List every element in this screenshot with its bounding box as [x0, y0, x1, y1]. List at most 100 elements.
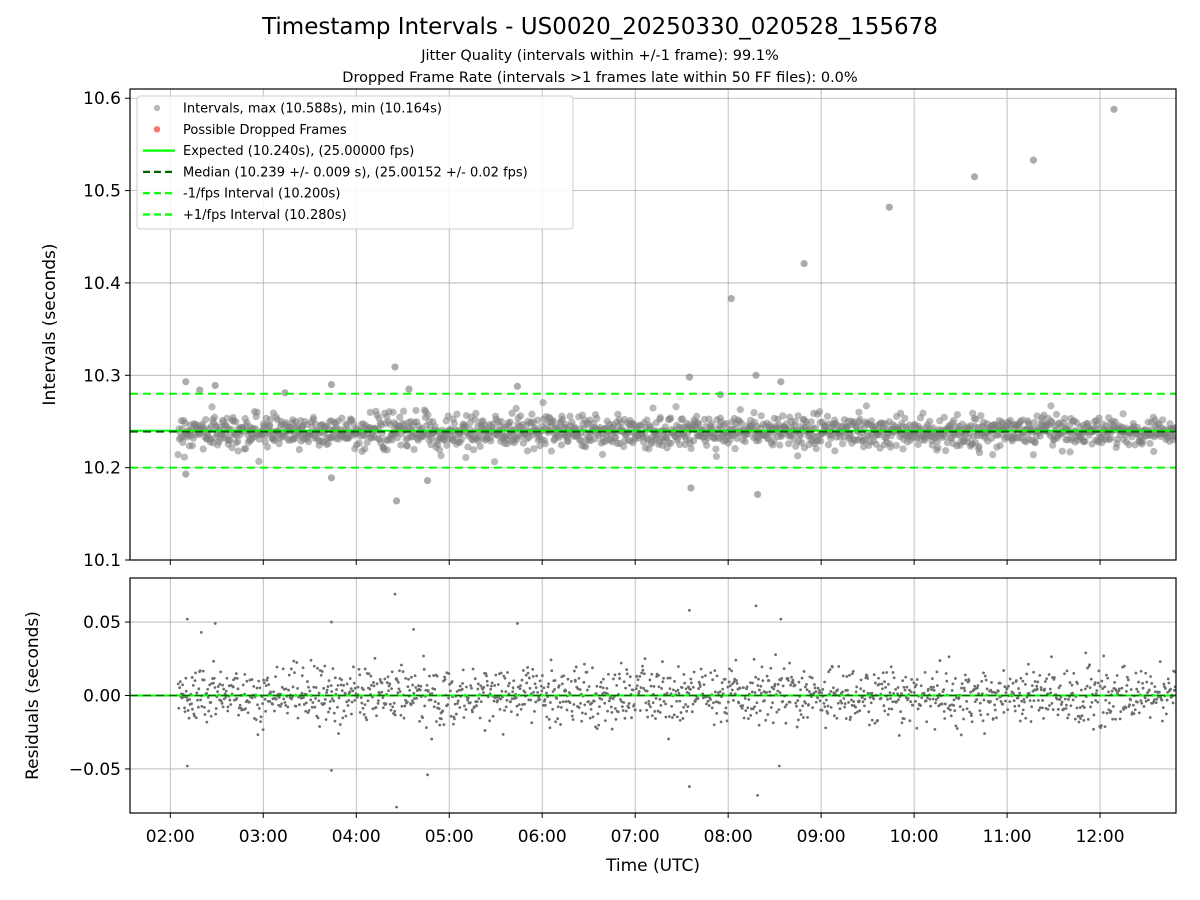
- interval-point: [295, 445, 303, 454]
- residual-point: [284, 703, 288, 707]
- residual-point: [1099, 724, 1103, 727]
- residual-point: [254, 718, 258, 722]
- residual-point: [206, 687, 210, 691]
- interval-point: [457, 435, 466, 443]
- residual-point: [302, 702, 306, 706]
- residual-point: [1089, 705, 1092, 709]
- interval-point: [487, 437, 495, 445]
- residual-point: [1067, 713, 1071, 717]
- interval-point: [391, 363, 399, 371]
- residual-point: [377, 699, 380, 703]
- residual-point: [618, 698, 622, 701]
- residual-point: [442, 723, 446, 727]
- residual-point: [747, 698, 751, 701]
- residual-point: [519, 707, 523, 711]
- residual-point: [729, 692, 733, 695]
- residual-point: [307, 685, 310, 689]
- residual-point: [753, 705, 757, 709]
- residual-point: [698, 685, 702, 688]
- residual-point: [345, 700, 349, 704]
- residual-point: [1082, 718, 1086, 722]
- residual-point: [934, 701, 937, 705]
- residual-point: [1096, 681, 1100, 685]
- residual-point: [396, 680, 400, 684]
- residual-point: [632, 703, 636, 706]
- residual-point: [852, 700, 856, 703]
- residual-point: [872, 697, 876, 701]
- residual-point: [233, 676, 237, 680]
- interval-point: [1081, 437, 1089, 445]
- residual-point: [732, 680, 736, 684]
- residual-point: [556, 705, 560, 709]
- interval-point: [517, 412, 525, 420]
- residual-point: [224, 689, 228, 693]
- residual-point: [954, 677, 957, 680]
- residual-point: [671, 716, 674, 720]
- residual-point: [390, 687, 393, 691]
- residual-point: [358, 673, 362, 677]
- residual-point: [606, 709, 609, 713]
- interval-point: [1150, 447, 1158, 456]
- residual-point: [652, 684, 656, 688]
- residual-point: [527, 676, 531, 680]
- residual-point: [659, 703, 663, 707]
- residual-point: [821, 687, 825, 691]
- residual-point: [1058, 698, 1062, 701]
- residual-point: [1076, 682, 1079, 685]
- residual-point: [283, 701, 287, 704]
- residual-point: [534, 700, 538, 704]
- residual-point: [883, 709, 887, 713]
- residual-point: [1120, 686, 1124, 690]
- residual-point: [773, 682, 777, 686]
- residual-point: [578, 688, 582, 691]
- residual-point: [550, 669, 554, 673]
- residual-point: [219, 699, 223, 703]
- interval-point: [899, 445, 907, 453]
- residual-point: [330, 690, 334, 693]
- interval-point: [727, 295, 735, 303]
- residual-point: [397, 687, 401, 691]
- residual-point: [679, 711, 683, 714]
- residual-point: [962, 686, 966, 690]
- residual-point: [1096, 700, 1100, 704]
- residual-point: [1030, 705, 1034, 709]
- residual-point: [1056, 713, 1060, 717]
- residual-point: [220, 701, 224, 705]
- residual-point: [616, 710, 620, 714]
- residual-point: [689, 681, 693, 685]
- residual-point: [690, 710, 694, 714]
- residual-point: [375, 682, 379, 686]
- residual-point: [1025, 672, 1029, 676]
- residual-point: [274, 675, 277, 678]
- residual-point: [443, 675, 446, 679]
- residual-point: [279, 704, 282, 708]
- residual-point: [504, 690, 508, 694]
- residual-point: [761, 679, 765, 683]
- residual-point: [534, 686, 538, 690]
- residual-point: [1141, 681, 1144, 685]
- residual-point: [963, 673, 967, 677]
- residual-point: [574, 665, 578, 669]
- interval-point: [338, 414, 346, 422]
- interval-point: [689, 437, 698, 445]
- residual-point: [310, 705, 314, 709]
- interval-point: [557, 441, 566, 449]
- residual-point: [453, 702, 457, 706]
- residual-point: [561, 700, 565, 704]
- residual-point: [868, 696, 872, 699]
- residual-point: [638, 674, 642, 678]
- interval-point: [1125, 441, 1133, 449]
- residual-point: [850, 703, 854, 707]
- residual-point: [814, 700, 818, 704]
- residual-point: [333, 676, 337, 680]
- interval-point: [708, 420, 716, 428]
- residual-point: [948, 708, 952, 712]
- residual-point: [295, 661, 299, 664]
- residual-point: [994, 691, 998, 695]
- residual-point: [1094, 698, 1097, 702]
- residual-point: [1071, 698, 1075, 702]
- residual-point: [1030, 684, 1034, 688]
- residual-point: [715, 711, 719, 715]
- residual-point: [638, 709, 642, 712]
- residual-point: [935, 684, 939, 687]
